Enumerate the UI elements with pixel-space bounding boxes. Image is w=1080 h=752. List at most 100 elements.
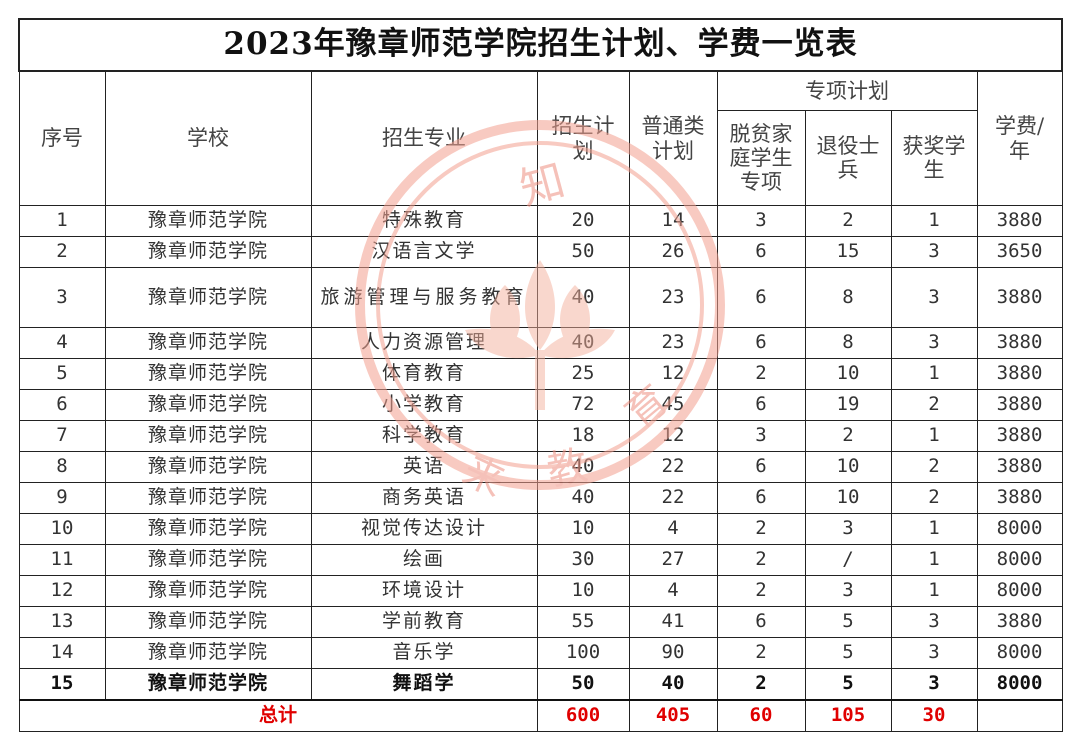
cell-plan: 20 xyxy=(536,205,630,237)
cell-seq: 6 xyxy=(18,389,106,421)
cell-plan: 100 xyxy=(536,637,630,669)
cell-major: 视觉传达设计 xyxy=(310,513,538,545)
cell-seq: 9 xyxy=(18,482,106,514)
cell-poverty: 6 xyxy=(716,267,806,328)
total-label: 总计 xyxy=(18,699,538,732)
cell-major: 人力资源管理 xyxy=(310,327,538,359)
cell-veteran: 3 xyxy=(804,575,892,607)
admission-plan-table: 2023年豫章师范学院招生计划、学费一览表 序号 学校 招生专业 招生计划 普通… xyxy=(17,18,1064,732)
total-veteran: 105 xyxy=(804,699,892,732)
cell-fee: 8000 xyxy=(976,575,1063,607)
cell-school: 豫章师范学院 xyxy=(104,513,312,545)
cell-poverty: 6 xyxy=(716,451,806,483)
cell-major: 舞蹈学 xyxy=(310,668,538,701)
table-row: 5 豫章师范学院 体育教育 25 12 2 10 1 3880 xyxy=(18,358,1063,390)
cell-veteran: 2 xyxy=(804,205,892,237)
cell-fee: 8000 xyxy=(976,668,1063,701)
cell-plan: 30 xyxy=(536,544,630,576)
cell-veteran: / xyxy=(804,544,892,576)
cell-major: 商务英语 xyxy=(310,482,538,514)
cell-veteran: 2 xyxy=(804,420,892,452)
cell-fee: 3880 xyxy=(976,420,1063,452)
cell-fee: 8000 xyxy=(976,637,1063,669)
cell-veteran: 10 xyxy=(804,451,892,483)
cell-school: 豫章师范学院 xyxy=(104,389,312,421)
header-award-label: 获奖学生 xyxy=(902,133,966,182)
cell-general: 26 xyxy=(628,236,718,268)
cell-school: 豫章师范学院 xyxy=(104,451,312,483)
cell-veteran: 15 xyxy=(804,236,892,268)
cell-major: 绘画 xyxy=(310,544,538,576)
total-award: 30 xyxy=(890,699,978,732)
cell-school: 豫章师范学院 xyxy=(104,482,312,514)
cell-general: 90 xyxy=(628,637,718,669)
cell-poverty: 3 xyxy=(716,205,806,237)
cell-plan: 10 xyxy=(536,575,630,607)
table-row: 11 豫章师范学院 绘画 30 27 2/1 8000 xyxy=(18,544,1063,576)
header-veteran: 退役士兵 xyxy=(804,110,892,206)
cell-fee: 8000 xyxy=(976,513,1063,545)
table-row: 1 豫章师范学院 特殊教育 20 14 3 2 1 3880 xyxy=(18,205,1063,237)
total-poverty: 60 xyxy=(716,699,806,732)
cell-seq: 14 xyxy=(18,637,106,669)
cell-plan: 40 xyxy=(536,267,630,328)
header-fee: 学费/年 xyxy=(976,70,1063,206)
cell-award: 1 xyxy=(890,420,978,452)
cell-poverty: 6 xyxy=(716,327,806,359)
cell-general: 40 xyxy=(628,668,718,701)
cell-poverty: 2 xyxy=(716,668,806,701)
cell-general: 12 xyxy=(628,420,718,452)
cell-fee: 3880 xyxy=(976,482,1063,514)
cell-plan: 50 xyxy=(536,668,630,701)
cell-seq: 7 xyxy=(18,420,106,452)
cell-fee: 3880 xyxy=(976,389,1063,421)
cell-general: 23 xyxy=(628,327,718,359)
cell-school: 豫章师范学院 xyxy=(104,205,312,237)
admission-table-sheet: 2023年豫章师范学院招生计划、学费一览表 序号 学校 招生专业 招生计划 普通… xyxy=(17,18,1064,732)
cell-school: 豫章师范学院 xyxy=(104,575,312,607)
header-major: 招生专业 xyxy=(310,70,538,206)
cell-general: 23 xyxy=(628,267,718,328)
cell-general: 22 xyxy=(628,482,718,514)
table-row: 3 豫章师范学院 旅游管理与服务教育 40 23 6 8 3 3880 xyxy=(18,267,1063,328)
header-school: 学校 xyxy=(104,70,312,206)
cell-poverty: 2 xyxy=(716,575,806,607)
header-award: 获奖学生 xyxy=(890,110,978,206)
cell-poverty: 6 xyxy=(716,606,806,638)
cell-poverty: 2 xyxy=(716,358,806,390)
cell-plan: 55 xyxy=(536,606,630,638)
table-row: 8 豫章师范学院 英语 40 22 6 10 2 3880 xyxy=(18,451,1063,483)
cell-major: 科学教育 xyxy=(310,420,538,452)
cell-poverty: 6 xyxy=(716,236,806,268)
table-row: 12 豫章师范学院 环境设计 10 4 2 3 1 8000 xyxy=(18,575,1063,607)
cell-major: 体育教育 xyxy=(310,358,538,390)
total-row: 总计 600 405 60 105 30 xyxy=(18,699,1063,732)
cell-school: 豫章师范学院 xyxy=(104,420,312,452)
cell-general: 27 xyxy=(628,544,718,576)
header-general: 普通类计划 xyxy=(628,70,718,206)
cell-veteran: 5 xyxy=(804,606,892,638)
cell-seq: 4 xyxy=(18,327,106,359)
cell-award: 1 xyxy=(890,513,978,545)
table-row: 4 豫章师范学院 人力资源管理 40 23 6 8 3 3880 xyxy=(18,327,1063,359)
cell-poverty: 2 xyxy=(716,544,806,576)
cell-school: 豫章师范学院 xyxy=(104,236,312,268)
table-body: 1 豫章师范学院 特殊教育 20 14 3 2 1 3880 2 豫章师范学院 汉语言文学 50 26 6 1… xyxy=(18,205,1063,701)
table-row: 9 豫章师范学院 商务英语 40 22 6 10 2 3880 xyxy=(18,482,1063,514)
cell-school: 豫章师范学院 xyxy=(104,267,312,328)
table-row: 7 豫章师范学院 科学教育 18 12 3 2 1 3880 xyxy=(18,420,1063,452)
cell-veteran: 8 xyxy=(804,327,892,359)
cell-school: 豫章师范学院 xyxy=(104,606,312,638)
cell-fee: 3880 xyxy=(976,205,1063,237)
cell-fee: 3880 xyxy=(976,327,1063,359)
cell-veteran: 8 xyxy=(804,267,892,328)
cell-veteran: 19 xyxy=(804,389,892,421)
cell-award: 1 xyxy=(890,544,978,576)
header-plan-label: 招生计划 xyxy=(551,114,615,163)
cell-award: 2 xyxy=(890,482,978,514)
cell-veteran: 10 xyxy=(804,482,892,514)
cell-award: 2 xyxy=(890,389,978,421)
cell-general: 4 xyxy=(628,575,718,607)
cell-plan: 40 xyxy=(536,482,630,514)
cell-award: 1 xyxy=(890,358,978,390)
